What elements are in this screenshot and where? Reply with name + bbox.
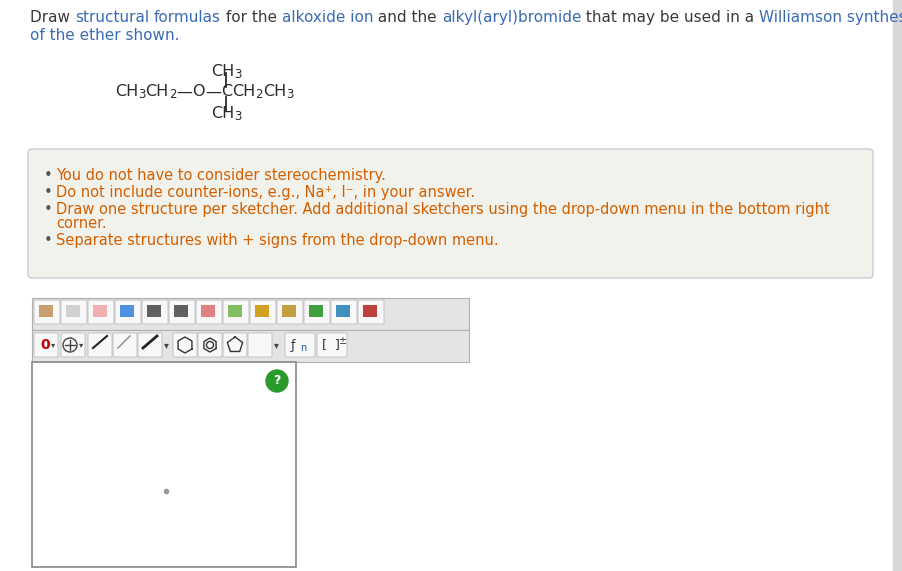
Text: Draw one structure per sketcher. Add additional sketchers using the drop-down me: Draw one structure per sketcher. Add add… (56, 202, 830, 217)
Text: O: O (192, 85, 205, 99)
Bar (255, 305, 269, 317)
Bar (363, 305, 377, 317)
FancyBboxPatch shape (113, 333, 137, 357)
Text: —: — (205, 85, 221, 99)
FancyBboxPatch shape (169, 300, 195, 324)
Text: 3: 3 (286, 89, 293, 102)
Text: structural: structural (75, 10, 149, 25)
Text: n: n (300, 343, 307, 353)
FancyBboxPatch shape (88, 300, 114, 324)
Text: C: C (221, 85, 232, 99)
Text: •: • (44, 202, 52, 217)
Bar (32, 298, 469, 330)
FancyBboxPatch shape (277, 300, 303, 324)
Bar (282, 305, 296, 317)
FancyBboxPatch shape (196, 300, 222, 324)
Text: ▾: ▾ (79, 340, 83, 349)
FancyBboxPatch shape (248, 333, 272, 357)
Text: 3: 3 (138, 89, 145, 102)
FancyBboxPatch shape (250, 300, 276, 324)
Bar (66, 305, 80, 317)
FancyBboxPatch shape (142, 300, 168, 324)
Text: ▾: ▾ (51, 340, 55, 349)
Text: of the ether shown.: of the ether shown. (30, 28, 179, 43)
FancyBboxPatch shape (223, 333, 247, 357)
FancyBboxPatch shape (304, 300, 330, 324)
Text: CH: CH (232, 85, 255, 99)
Text: ▾: ▾ (274, 340, 279, 350)
Text: •: • (44, 233, 52, 248)
Text: formulas: formulas (154, 10, 221, 25)
FancyBboxPatch shape (285, 333, 315, 357)
FancyBboxPatch shape (61, 300, 87, 324)
Text: in a: in a (726, 10, 759, 25)
Text: •: • (44, 185, 52, 200)
Bar (32, 362, 296, 567)
Text: Separate structures with + signs from the drop-down menu.: Separate structures with + signs from th… (56, 233, 499, 248)
FancyBboxPatch shape (331, 300, 357, 324)
Text: 0: 0 (40, 338, 50, 352)
Text: •: • (44, 168, 52, 183)
Text: CH: CH (145, 85, 169, 99)
Text: 2: 2 (169, 89, 177, 102)
Bar (39, 305, 53, 317)
Text: ±: ± (338, 336, 346, 346)
Text: ▾: ▾ (164, 340, 169, 350)
Text: 2: 2 (255, 89, 262, 102)
Text: for the: for the (221, 10, 281, 25)
Bar (174, 305, 188, 317)
Text: Do not include counter-ions, e.g., Na⁺, I⁻, in your answer.: Do not include counter-ions, e.g., Na⁺, … (56, 185, 475, 200)
Text: alkoxide ion: alkoxide ion (281, 10, 373, 25)
Bar (93, 305, 107, 317)
FancyBboxPatch shape (34, 333, 58, 357)
FancyBboxPatch shape (28, 149, 873, 278)
Bar (201, 305, 215, 317)
Text: 3: 3 (235, 110, 242, 123)
FancyBboxPatch shape (61, 333, 85, 357)
Text: CH: CH (115, 85, 138, 99)
Bar (32, 330, 469, 362)
FancyBboxPatch shape (198, 333, 222, 357)
Bar (336, 305, 350, 317)
FancyBboxPatch shape (115, 300, 141, 324)
Text: CH: CH (211, 106, 235, 120)
Text: CH: CH (211, 63, 235, 78)
FancyBboxPatch shape (34, 300, 60, 324)
Text: CH: CH (262, 85, 286, 99)
Text: [  ]: [ ] (322, 339, 340, 352)
Text: 3: 3 (235, 67, 242, 81)
FancyBboxPatch shape (88, 333, 112, 357)
Text: that may be used: that may be used (581, 10, 726, 25)
FancyBboxPatch shape (173, 333, 197, 357)
Bar (309, 305, 323, 317)
Bar (147, 305, 161, 317)
Bar (120, 305, 134, 317)
Text: Williamson synthesis: Williamson synthesis (759, 10, 902, 25)
Text: —: — (177, 85, 192, 99)
Text: and the: and the (373, 10, 442, 25)
Circle shape (266, 370, 288, 392)
FancyBboxPatch shape (223, 300, 249, 324)
Text: alkyl(aryl)bromide: alkyl(aryl)bromide (442, 10, 581, 25)
Text: You do not have to consider stereochemistry.: You do not have to consider stereochemis… (56, 168, 386, 183)
FancyBboxPatch shape (358, 300, 384, 324)
Text: Draw: Draw (30, 10, 75, 25)
Text: ?: ? (273, 375, 281, 388)
FancyBboxPatch shape (138, 333, 162, 357)
Text: ƒ: ƒ (291, 339, 296, 352)
Text: corner.: corner. (56, 216, 106, 231)
Bar (228, 305, 242, 317)
FancyBboxPatch shape (317, 333, 347, 357)
